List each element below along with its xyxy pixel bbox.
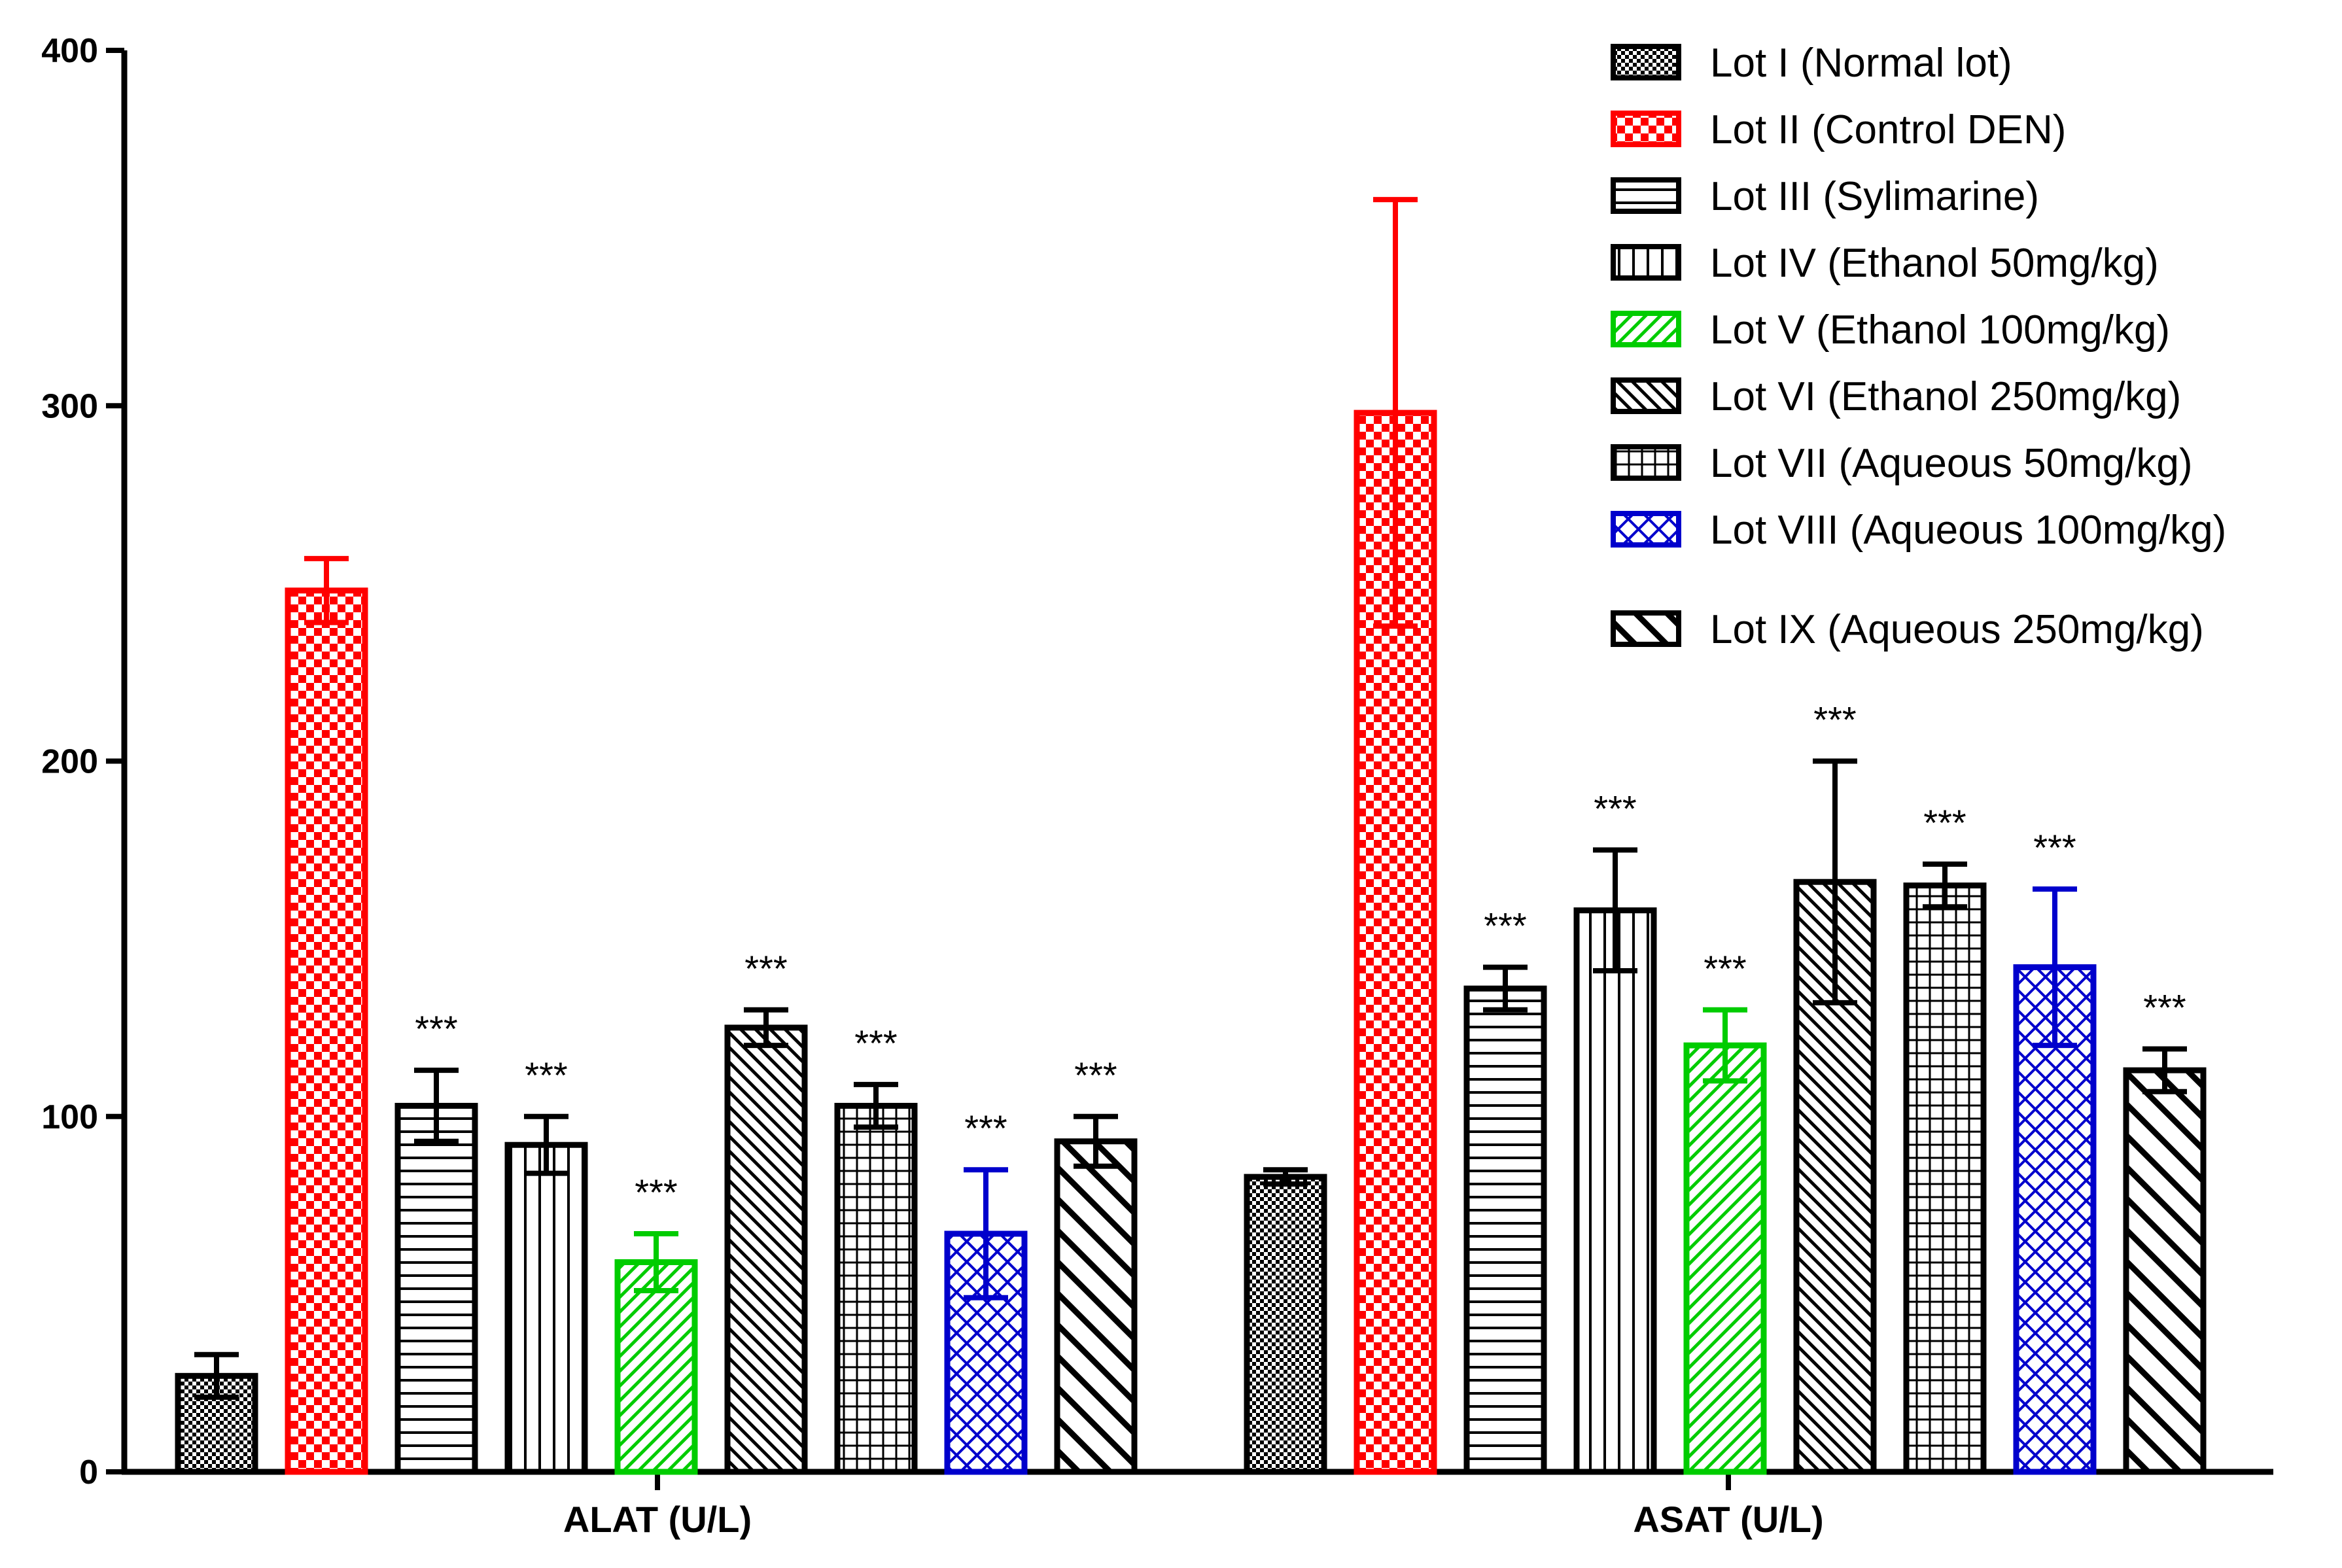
bar: [1683, 1042, 1767, 1475]
legend-swatch: [1611, 177, 1681, 214]
legend-entry: Lot IX (Aqueous 250mg/kg): [1611, 607, 2204, 652]
bar: [2013, 964, 2097, 1475]
legend-label: Lot VII (Aqueous 50mg/kg): [1710, 441, 2193, 486]
significance-label: ***: [2033, 827, 2076, 868]
legend-entry: Lot V (Ethanol 100mg/kg): [1611, 307, 2170, 353]
x-category-label: ALAT (U/L): [563, 1499, 752, 1540]
legend-swatch: [1611, 377, 1681, 414]
bar: [1463, 985, 1547, 1475]
significance-label: ***: [1704, 948, 1746, 989]
legend-entry: Lot IV (Ethanol 50mg/kg): [1611, 241, 2159, 286]
y-tick-label: 200: [41, 743, 98, 781]
y-tick-label: 0: [79, 1454, 98, 1491]
x-category-label: ASAT (U/L): [1633, 1499, 1823, 1540]
bar: [724, 1024, 808, 1475]
bar: [1903, 882, 1987, 1475]
y-tick-label: 400: [41, 32, 98, 70]
bar: [504, 1141, 588, 1475]
legend-label: Lot IV (Ethanol 50mg/kg): [1710, 241, 2159, 286]
legend-entry: Lot VI (Ethanol 250mg/kg): [1611, 374, 2181, 419]
y-tick-label: 300: [41, 387, 98, 425]
legend-swatch: [1611, 244, 1681, 281]
significance-label: ***: [525, 1054, 567, 1096]
legend-swatch: [1611, 44, 1681, 80]
legend-label: Lot VI (Ethanol 250mg/kg): [1710, 374, 2181, 419]
legend-entry: Lot I (Normal lot): [1611, 41, 2012, 86]
significance-label: ***: [854, 1022, 897, 1064]
legend: Lot I (Normal lot) Lot II (Control DEN) Lo…: [1611, 41, 2226, 652]
legend-label: Lot III (Sylimarine): [1710, 174, 2039, 219]
legend-swatch: [1611, 511, 1681, 548]
legend-entry: Lot VII (Aqueous 50mg/kg): [1611, 441, 2193, 486]
bar: [834, 1102, 918, 1475]
significance-label: ***: [1074, 1054, 1117, 1096]
legend-label: Lot IX (Aqueous 250mg/kg): [1710, 607, 2204, 652]
legend-swatch: [1611, 111, 1681, 147]
legend-label: Lot V (Ethanol 100mg/kg): [1710, 307, 2170, 353]
y-tick-label: 100: [41, 1098, 98, 1136]
significance-label: ***: [415, 1008, 457, 1049]
plot-area: 0 100 200 300 400 ALAT (U/L) ASAT (U/L) *** *** *…: [41, 32, 2273, 1540]
bar: [394, 1102, 478, 1475]
bar: [285, 587, 368, 1475]
significance-label: ***: [2143, 987, 2186, 1028]
significance-label: ***: [964, 1107, 1007, 1149]
bar: [1573, 907, 1657, 1475]
significance-label: ***: [1923, 802, 1966, 843]
legend-label: Lot I (Normal lot): [1710, 41, 2012, 86]
legend-entry: Lot III (Sylimarine): [1611, 174, 2039, 219]
significance-label: ***: [1813, 699, 1856, 740]
legend-swatch: [1611, 444, 1681, 481]
significance-label: ***: [1594, 788, 1636, 829]
bar: [614, 1259, 698, 1475]
legend-entry: Lot VIII (Aqueous 100mg/kg): [1611, 508, 2226, 553]
legend-label: Lot VIII (Aqueous 100mg/kg): [1710, 508, 2226, 553]
legend-swatch: [1611, 311, 1681, 347]
bar: [1354, 409, 1437, 1475]
legend-swatch: [1611, 610, 1681, 647]
significance-label: ***: [744, 948, 787, 989]
legend-entry: Lot II (Control DEN): [1611, 107, 2066, 152]
legend-label: Lot II (Control DEN): [1710, 107, 2066, 152]
bar: [1054, 1138, 1138, 1475]
significance-label: ***: [635, 1172, 677, 1213]
significance-label: ***: [1484, 905, 1526, 947]
bar: [2123, 1067, 2207, 1475]
bar: [1244, 1174, 1327, 1475]
